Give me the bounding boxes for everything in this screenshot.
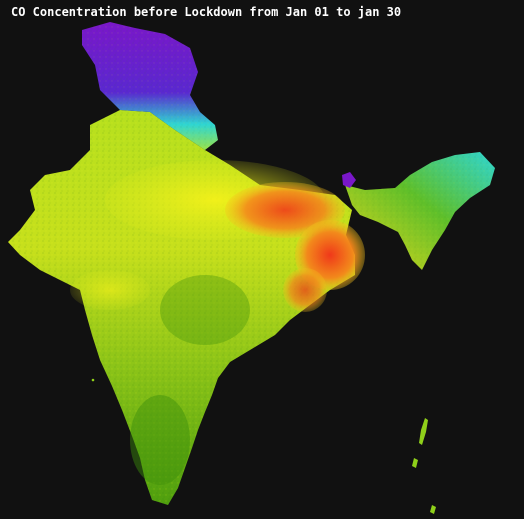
- low-co-zone-central: [160, 275, 250, 345]
- northeast-region: [342, 152, 495, 270]
- moderate-co-zone-west: [70, 270, 150, 310]
- high-co-hotspot: [225, 182, 365, 312]
- andaman-nicobar-islands: [412, 418, 436, 514]
- lakshadweep-islands: [91, 378, 95, 382]
- northern-region: [82, 22, 218, 150]
- map-title: CO Concentration before Lockdown from Ja…: [11, 5, 402, 19]
- low-co-zone-south: [130, 395, 190, 485]
